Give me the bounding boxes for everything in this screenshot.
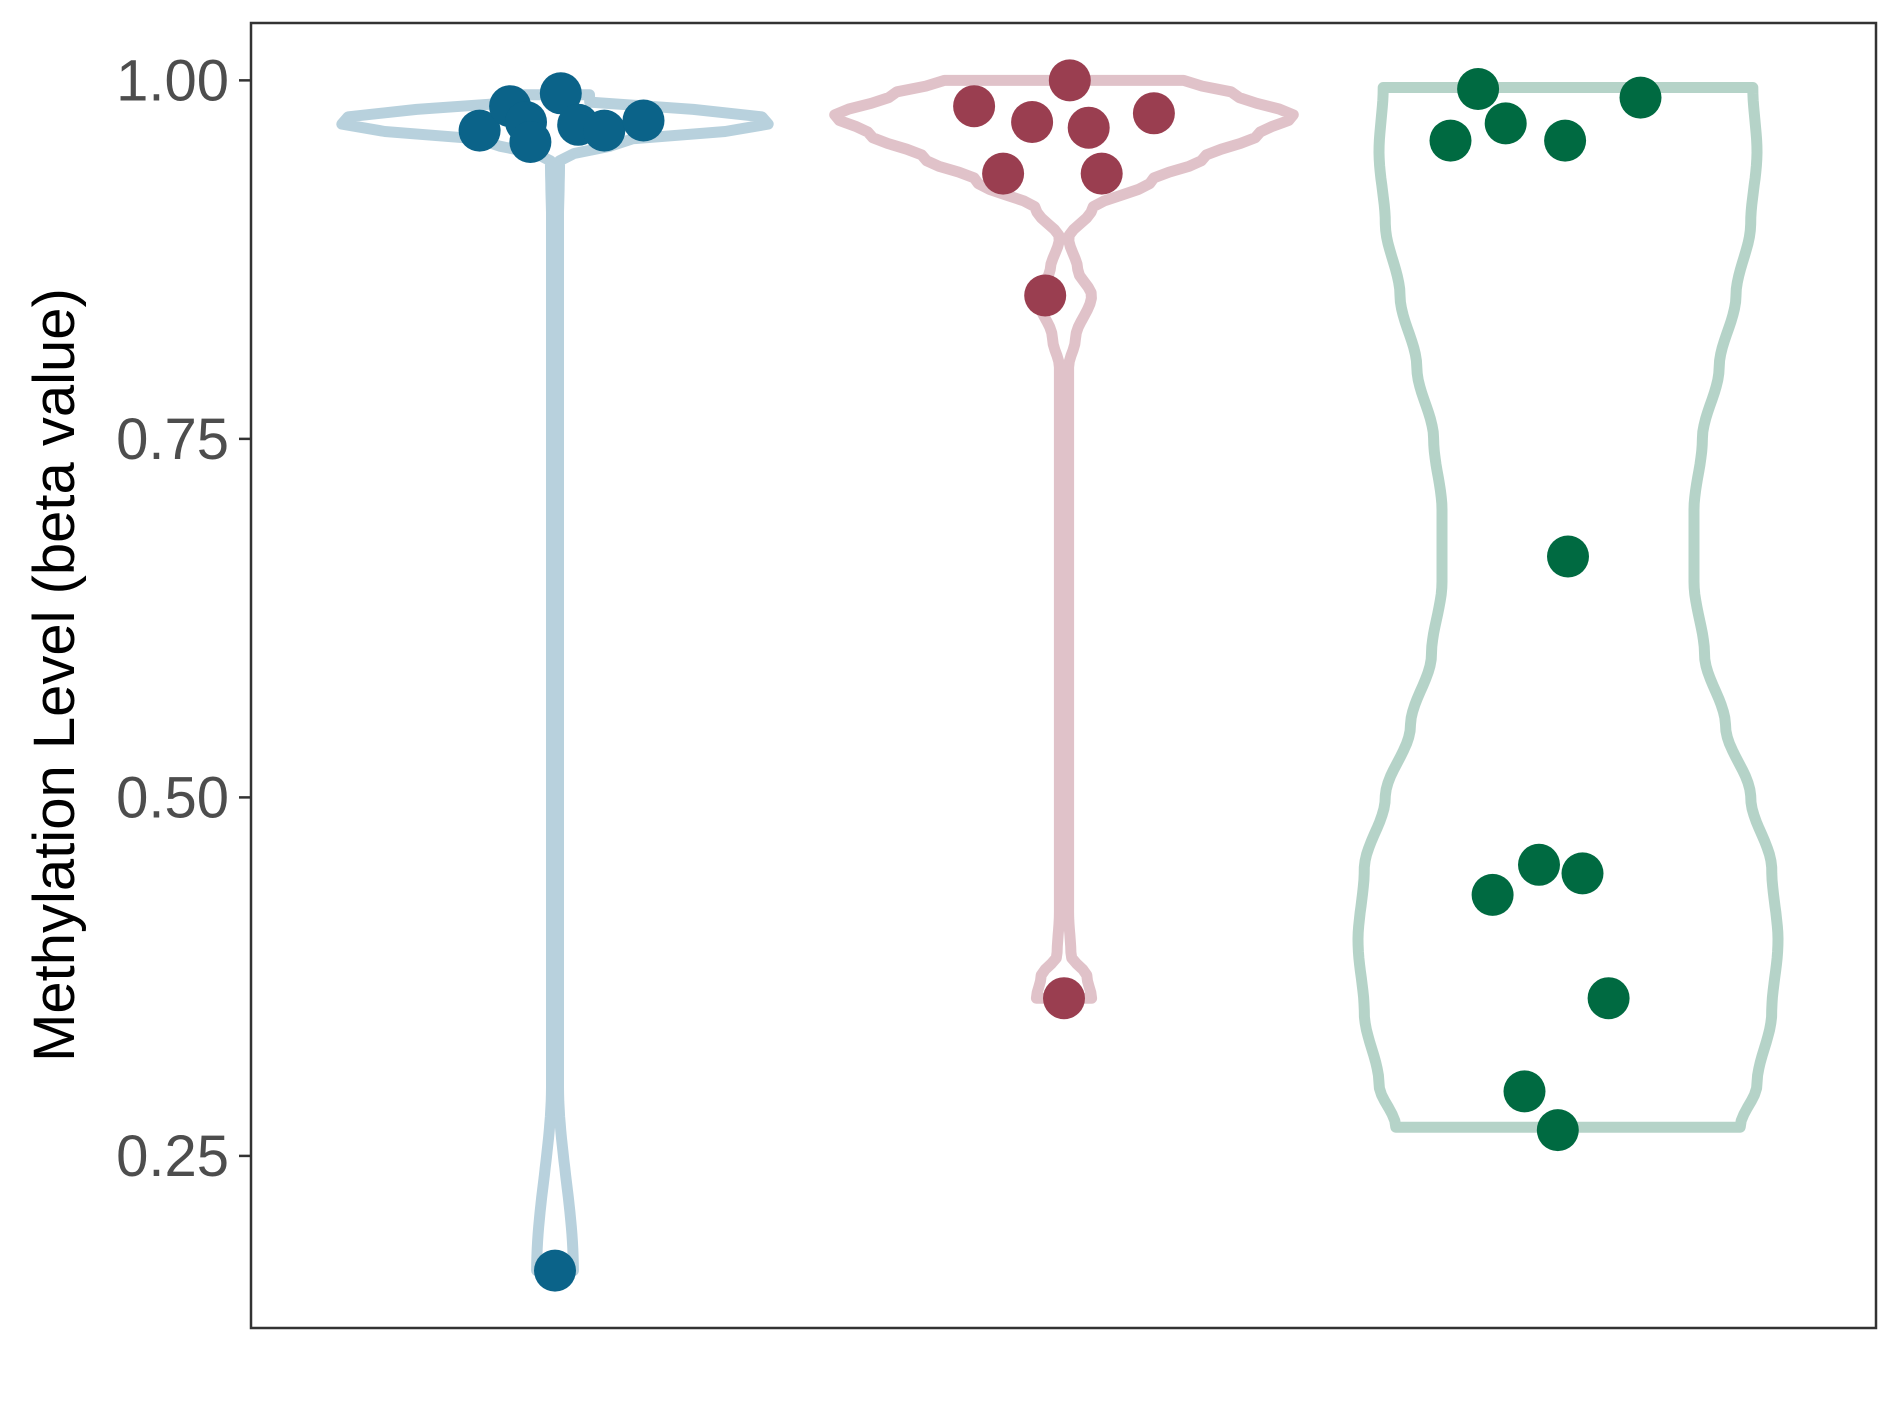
data-point-3-1 xyxy=(1429,119,1472,162)
data-point-3-7 xyxy=(1471,873,1514,916)
data-point-3-12 xyxy=(1536,1109,1579,1152)
violin-2 xyxy=(829,74,1299,1004)
data-point-3-2 xyxy=(1457,68,1500,110)
data-point-1-8 xyxy=(622,99,665,142)
violin-3 xyxy=(1352,82,1784,1133)
data-point-2-5 xyxy=(1048,59,1091,102)
data-point-1-7 xyxy=(583,109,626,152)
data-point-2-2 xyxy=(982,152,1025,195)
data-point-1-9 xyxy=(534,1249,576,1292)
y-tick-label: 0.75 xyxy=(116,407,229,472)
data-point-1-4 xyxy=(509,121,552,163)
y-axis: 0.25 0.50 0.75 1.00 xyxy=(116,48,251,1189)
data-point-3-4 xyxy=(1544,119,1587,162)
data-point-3-3 xyxy=(1484,102,1527,145)
data-point-2-1 xyxy=(953,85,996,128)
data-point-2-7 xyxy=(1080,152,1123,195)
data-point-3-5 xyxy=(1619,76,1662,119)
data-point-2-8 xyxy=(1132,92,1175,135)
data-point-2-4 xyxy=(1024,274,1067,317)
data-point-2-6 xyxy=(1067,106,1110,149)
data-point-2-9 xyxy=(1043,977,1085,1020)
data-point-3-10 xyxy=(1587,977,1630,1020)
point-layer xyxy=(458,59,1662,1292)
y-tick-label: 0.25 xyxy=(116,1124,229,1189)
data-point-2-3 xyxy=(1011,101,1054,143)
y-tick-label: 0.50 xyxy=(116,765,229,830)
y-axis-title: Methylation Level (beta value) xyxy=(22,288,87,1062)
data-point-1-1 xyxy=(458,109,501,152)
data-point-3-9 xyxy=(1561,852,1604,895)
data-point-1-5 xyxy=(539,72,582,115)
data-point-3-6 xyxy=(1547,535,1589,578)
data-point-3-11 xyxy=(1503,1070,1546,1113)
y-tick-label: 1.00 xyxy=(116,48,229,113)
data-point-3-8 xyxy=(1518,843,1560,886)
